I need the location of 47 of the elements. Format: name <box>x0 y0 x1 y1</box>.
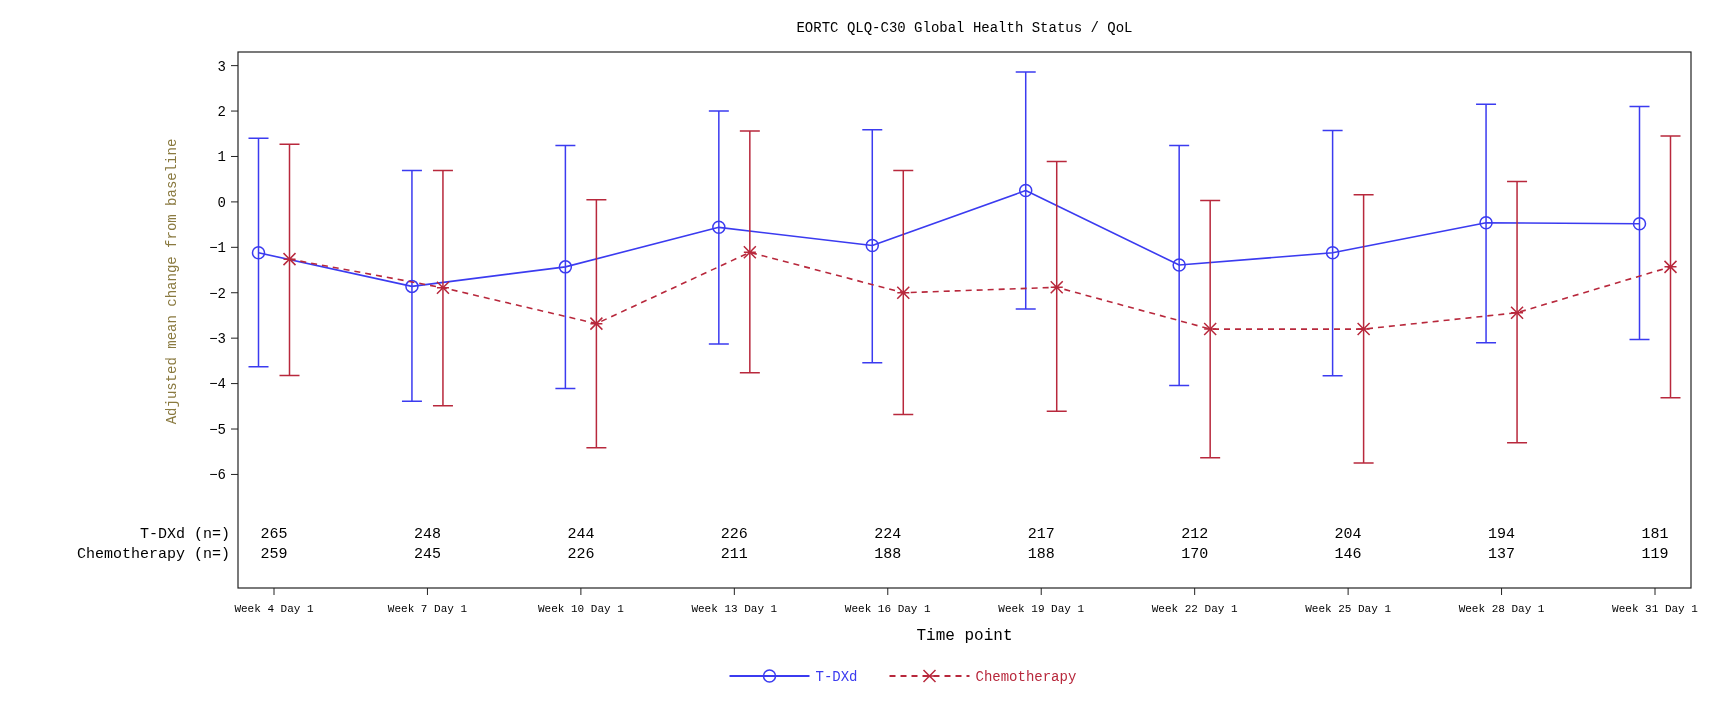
annotation: 212 <box>1181 526 1209 543</box>
text: Chemotherapy <box>975 668 1077 685</box>
annotation: 181 <box>1641 526 1669 543</box>
text: Chemotherapy (n=) <box>76 546 230 563</box>
x-tick-label: Week 4 Day 1 <box>234 603 314 615</box>
y-tick-label: −1 <box>209 240 226 257</box>
annotation: 211 <box>720 546 748 563</box>
x-tick-label: Week 10 Day 1 <box>537 603 625 615</box>
annotation: 137 <box>1488 546 1516 563</box>
annotation: 226 <box>567 546 595 563</box>
annotation: 170 <box>1181 546 1209 563</box>
annotation: 245 <box>413 546 441 563</box>
y-tick-label: −5 <box>209 421 226 438</box>
annotation: 226 <box>720 526 748 543</box>
annotation: 194 <box>1488 526 1516 543</box>
y-tick-label: 1 <box>217 149 226 166</box>
y-tick-label: −3 <box>209 331 226 348</box>
x-tick-label: Week 25 Day 1 <box>1305 603 1392 615</box>
y-axis-title: Adjusted mean change from baseline <box>164 138 180 425</box>
annotation: 204 <box>1334 526 1362 543</box>
text: T-DXd (n=) <box>139 526 230 543</box>
y-tick-label: 2 <box>217 103 226 120</box>
y-tick-label: −6 <box>209 467 226 484</box>
x-axis-title: Time point <box>916 627 1013 645</box>
text: T-DXd <box>815 668 858 685</box>
x-tick-label: Week 16 Day 1 <box>844 603 932 615</box>
annotation: 146 <box>1334 546 1362 563</box>
annotation: 188 <box>874 546 902 563</box>
annotation: 259 <box>260 546 288 563</box>
x-tick-label: Week 7 Day 1 <box>387 603 468 615</box>
x-tick-label: Week 31 Day 1 <box>1612 603 1699 615</box>
y-tick-label: −2 <box>209 285 226 302</box>
x-tick-label: Week 13 Day 1 <box>691 603 778 615</box>
annotation: 248 <box>413 526 441 543</box>
x-tick-label: Week 22 Day 1 <box>1151 603 1238 615</box>
x-tick-label: Week 28 Day 1 <box>1458 603 1545 615</box>
y-tick-label: −4 <box>209 376 226 393</box>
x-tick-label: Week 19 Day 1 <box>998 603 1085 615</box>
annotation: 224 <box>874 526 902 543</box>
y-tick-label: 0 <box>217 194 226 211</box>
annotation: 217 <box>1027 526 1055 543</box>
annotation: 244 <box>567 526 595 543</box>
annotation: 265 <box>260 526 288 543</box>
annotation: 188 <box>1027 546 1055 563</box>
chart-title: EORTC QLQ-C30 Global Health Status / QoL <box>796 20 1133 36</box>
y-tick-label: 3 <box>217 58 226 75</box>
annotation: 119 <box>1641 546 1669 563</box>
